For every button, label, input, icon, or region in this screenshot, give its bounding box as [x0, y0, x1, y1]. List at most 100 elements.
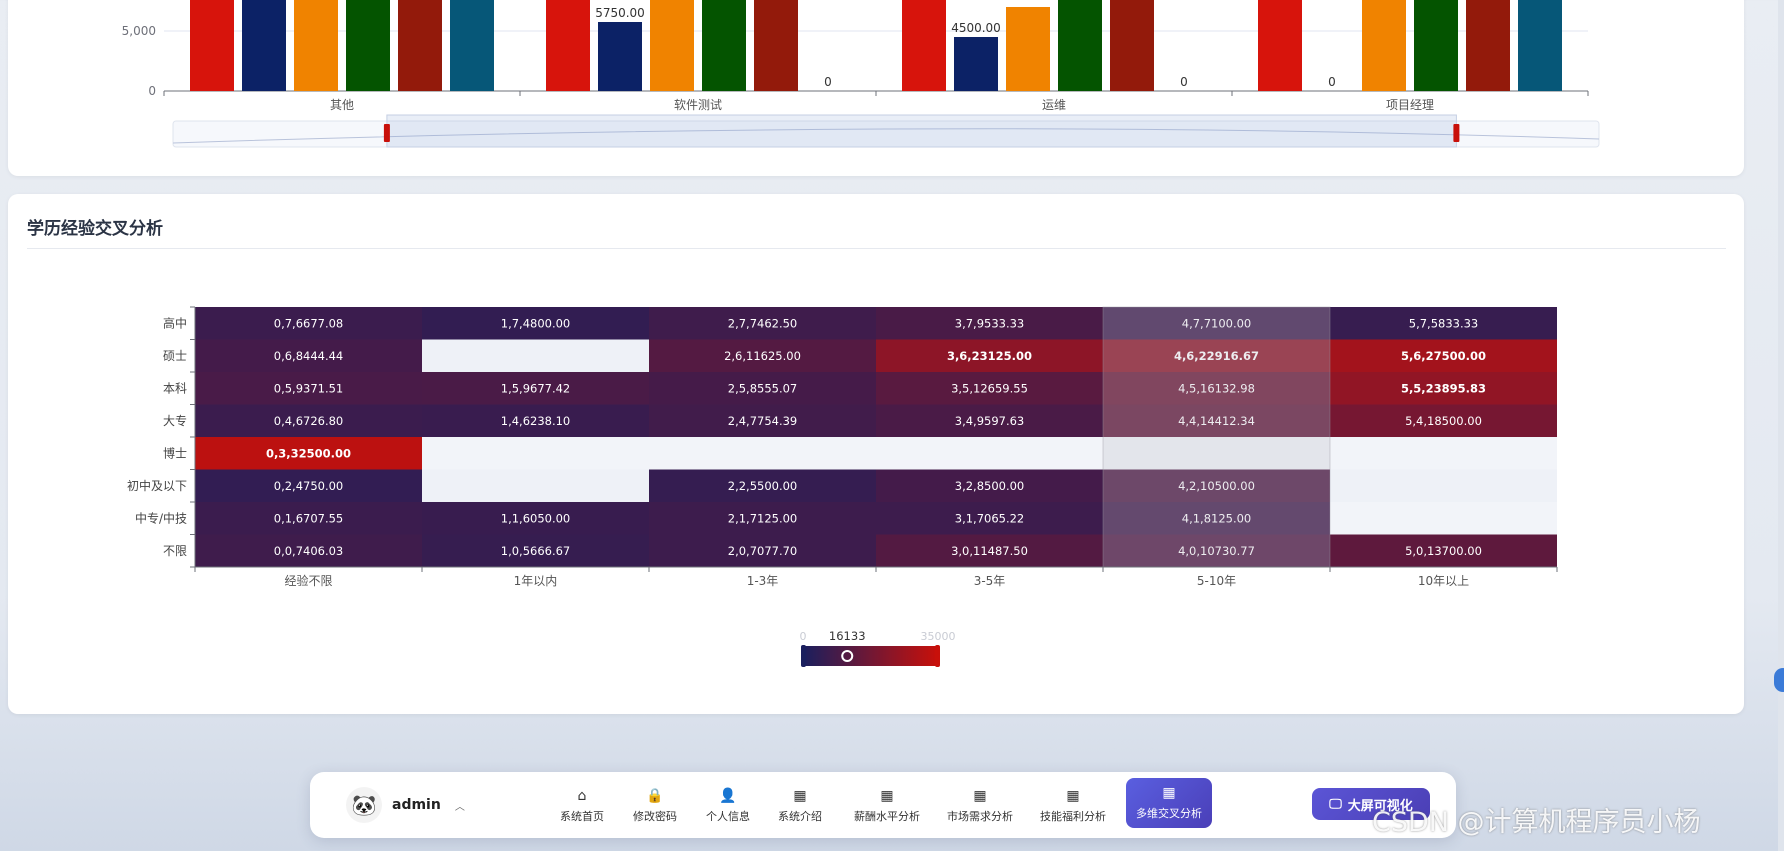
bar — [1518, 0, 1562, 91]
heatmap-cell-label: 0,7,6677.08 — [274, 316, 344, 330]
y-category-label: 硕士 — [163, 349, 187, 363]
title-divider — [27, 248, 1726, 249]
bar-value-label: 5750.00 — [595, 6, 645, 20]
bar-value-label: 0 — [1180, 75, 1188, 89]
heatmap-cell-label: 4,6,22916.67 — [1174, 349, 1259, 363]
x-category-label: 5-10年 — [1197, 574, 1236, 588]
heatmap-cell — [1103, 469, 1330, 502]
heatmap-cell — [649, 307, 876, 340]
bar-value-label: 0 — [1328, 75, 1336, 89]
heatmap-cell — [876, 469, 1103, 502]
heatmap-cell-label: 5,5,23895.83 — [1401, 381, 1486, 395]
heatmap-cell-label: 4,0,10730.77 — [1178, 544, 1255, 558]
watermark: CSDN @计算机程序员小杨 — [1372, 807, 1701, 838]
nav-market-analysis[interactable]: ▦ 市场需求分析 — [940, 784, 1020, 828]
zoom-selected-range — [386, 114, 1457, 148]
heatmap-cell — [195, 339, 422, 372]
nav-label: 修改密码 — [633, 809, 677, 823]
bar — [702, 0, 746, 91]
bar-value-label: 0 — [824, 75, 832, 89]
x-category-label: 运维 — [1042, 98, 1066, 112]
heatmap-cell — [1103, 437, 1330, 470]
heatmap-cell-label: 4,7,7100.00 — [1182, 316, 1252, 330]
bar — [954, 37, 998, 91]
y-category-label: 不限 — [163, 544, 187, 558]
heatmap-cell-label: 2,4,7754.39 — [728, 414, 798, 428]
zoom-handle-right — [1453, 124, 1460, 142]
nav-label: 系统介绍 — [778, 809, 822, 823]
bar — [1058, 0, 1102, 91]
bigscreen-label: 大屏可视化 — [1347, 798, 1413, 814]
bar-chart: 0 5,000 其他 5750.00 0 软件测试 4500.00 0 运维 0 项目经理 — [122, 0, 1600, 148]
heatmap-cell-label: 2,7,7462.50 — [728, 316, 798, 330]
heatmap-cell — [876, 307, 1103, 340]
bar — [1006, 7, 1050, 91]
y-category-label: 博士 — [163, 445, 187, 460]
heatmap-cell — [876, 404, 1103, 437]
visual-map-min-label: 0 — [800, 630, 807, 643]
heatmap-cell-label: 5,7,5833.33 — [1409, 316, 1479, 330]
heatmap-cell — [649, 437, 876, 470]
floating-help-button[interactable] — [1774, 668, 1784, 692]
heatmap-cell — [649, 372, 876, 405]
bigscreen-button[interactable]: 🖵 大屏可视化 — [1312, 788, 1430, 820]
nav-label: 市场需求分析 — [947, 809, 1013, 823]
heatmap-cell — [195, 502, 422, 535]
nav-label: 多维交叉分析 — [1136, 806, 1202, 820]
nav-label: 薪酬水平分析 — [854, 809, 920, 823]
heatmap-cell — [1330, 339, 1557, 372]
heatmap-cell — [1330, 372, 1557, 405]
heatmap-cell — [195, 469, 422, 502]
heatmap-cell — [1103, 534, 1330, 567]
heatmap-cell — [422, 534, 649, 567]
x-category-label: 其他 — [330, 98, 354, 112]
heatmap-cell-label: 1,1,6050.00 — [501, 511, 571, 525]
grid-icon: ▦ — [880, 787, 894, 804]
heatmap-cell-label: 2,2,5500.00 — [728, 479, 798, 493]
y-category-label: 初中及以下 — [127, 478, 187, 493]
heatmap-cell-label: 5,4,18500.00 — [1405, 414, 1482, 428]
user-menu[interactable]: 🐼 admin ︿ — [346, 783, 466, 827]
heatmap-cell-label: 5,0,13700.00 — [1405, 544, 1482, 558]
heatmap-cell — [876, 534, 1103, 567]
nav-profile[interactable]: 👤 个人信息 — [698, 784, 758, 828]
nav-change-password[interactable]: 🔒 修改密码 — [625, 784, 685, 828]
visual-map-bar — [803, 646, 938, 666]
nav-label: 技能福利分析 — [1040, 809, 1106, 823]
visual-map-indicator — [841, 650, 854, 662]
heatmap-cell — [1103, 339, 1330, 372]
user-icon: 👤 — [719, 787, 737, 804]
bar — [754, 0, 798, 91]
heatmap-cell-label: 0,5,9371.51 — [274, 381, 344, 395]
heatmap-cell-label: 0,3,32500.00 — [266, 446, 351, 460]
bar — [398, 0, 442, 91]
nav-salary-analysis[interactable]: ▦ 薪酬水平分析 — [847, 784, 927, 828]
lock-icon: 🔒 — [646, 787, 664, 804]
heatmap-cell — [422, 437, 649, 470]
y-category-label: 中专/中技 — [135, 510, 187, 525]
heatmap-cell-label: 2,0,7077.70 — [728, 544, 798, 558]
heatmap-cell-label: 3,5,12659.55 — [951, 381, 1028, 395]
x-category-label: 10年以上 — [1418, 574, 1469, 588]
bar — [242, 0, 286, 91]
heatmap-cell — [1103, 372, 1330, 405]
heatmap-cell — [1330, 534, 1557, 567]
heatmap-cell — [1103, 404, 1330, 437]
heatmap-cell-label: 3,4,9597.63 — [955, 414, 1025, 428]
nav-home[interactable]: ⌂ 系统首页 — [552, 784, 612, 828]
bar — [598, 22, 642, 91]
heatmap-cell-label: 1,4,6238.10 — [501, 414, 571, 428]
nav-cross-analysis[interactable]: ▦ 多维交叉分析 — [1126, 778, 1212, 828]
heatmap-cell-label: 3,1,7065.22 — [955, 511, 1025, 525]
grid-icon: ▦ — [793, 787, 807, 804]
nav-skill-welfare[interactable]: ▦ 技能福利分析 — [1033, 784, 1113, 828]
heatmap-cell-label: 2,6,11625.00 — [724, 349, 801, 363]
heatmap-cell — [1330, 502, 1557, 535]
heatmap-cell — [195, 307, 422, 340]
y-category-label: 本科 — [163, 381, 187, 395]
y-tick-label: 0 — [148, 84, 156, 98]
heatmap-cell-label: 3,2,8500.00 — [955, 479, 1025, 493]
heatmap-chart: 0,7,6677.08 1,7,4800.00 2,7,7462.50 3,7,953… — [127, 306, 1558, 667]
nav-system-intro[interactable]: ▦ 系统介绍 — [770, 784, 830, 828]
zoom-shadow-line — [172, 128, 1600, 144]
